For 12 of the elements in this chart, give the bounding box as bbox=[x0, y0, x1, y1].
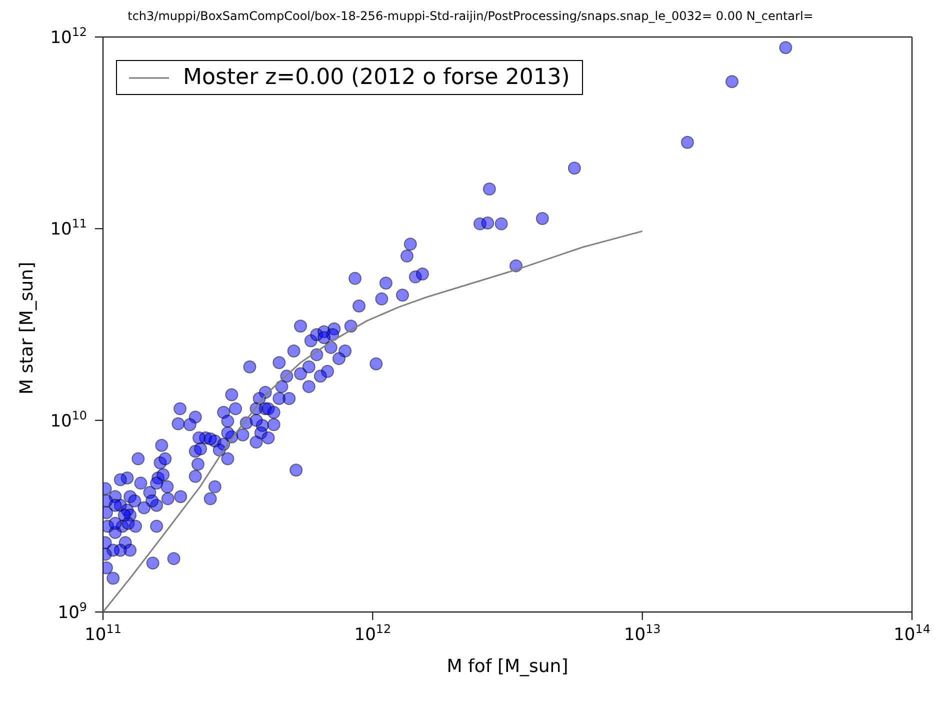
chart-title: tch3/muppi/BoxSamCompCool/box-18-256-muppi-Std-raijin/PostProcessing/snaps.snap_le_0032= 0.00 N_centarl= bbox=[126, 8, 814, 24]
y-tick-label: 10$^{10}$ bbox=[50, 408, 87, 432]
y-tick-label: 10$^{12}$ bbox=[50, 25, 87, 48]
x-axis-title: M fof [M_sun] bbox=[446, 656, 568, 677]
y-axis-title: M star [M_sun] bbox=[16, 262, 38, 394]
y-tick-label: 10$^{11}$ bbox=[50, 216, 87, 240]
x-tick-label: 10$^{12}$ bbox=[354, 622, 392, 645]
y-tick-label: 10$^{9}$ bbox=[58, 600, 87, 623]
legend-label: Moster z=0.00 (2012 o forse 2013) bbox=[183, 65, 570, 90]
x-tick-label: 10$^{11}$ bbox=[84, 622, 122, 645]
x-tick-label: 10$^{14}$ bbox=[894, 622, 930, 645]
x-tick-label: 10$^{13}$ bbox=[624, 622, 661, 645]
